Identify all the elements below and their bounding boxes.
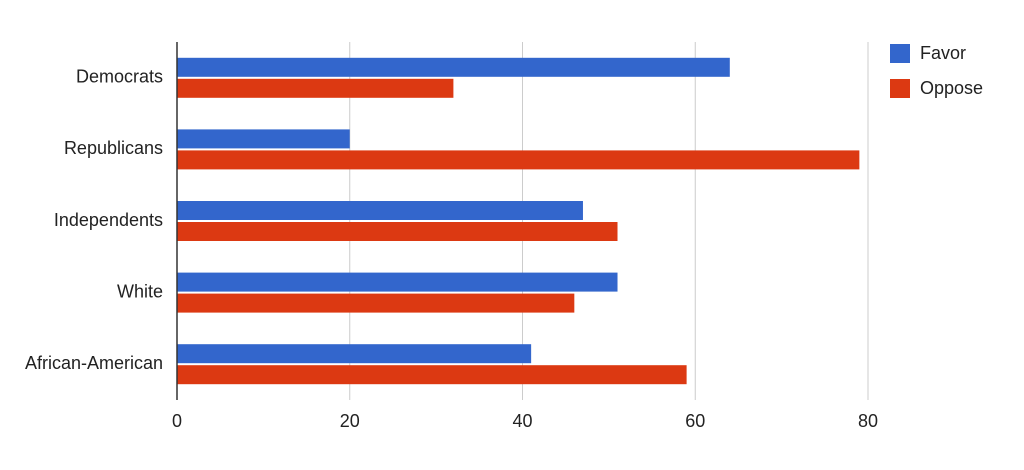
x-tick-label: 80 — [858, 411, 878, 431]
bar — [177, 129, 350, 149]
legend-swatch — [890, 44, 910, 63]
bar — [177, 201, 583, 220]
y-tick-label: African-American — [25, 353, 163, 373]
bar — [177, 365, 687, 385]
bar — [177, 222, 618, 241]
y-tick-label: Republicans — [64, 138, 163, 158]
legend-label: Oppose — [920, 78, 983, 98]
y-tick-label: White — [117, 281, 163, 301]
x-tick-label: 0 — [172, 411, 182, 431]
bar — [177, 272, 618, 292]
y-tick-label: Democrats — [76, 67, 163, 87]
x-tick-label: 60 — [685, 411, 705, 431]
bar — [177, 57, 730, 77]
x-tick-label: 20 — [340, 411, 360, 431]
bar — [177, 78, 454, 98]
y-tick-label: Independents — [54, 210, 163, 230]
bar — [177, 293, 575, 313]
x-tick-label: 40 — [512, 411, 532, 431]
legend-swatch — [890, 79, 910, 98]
bar — [177, 344, 532, 364]
legend-label: Favor — [920, 43, 966, 63]
bar — [177, 150, 860, 170]
